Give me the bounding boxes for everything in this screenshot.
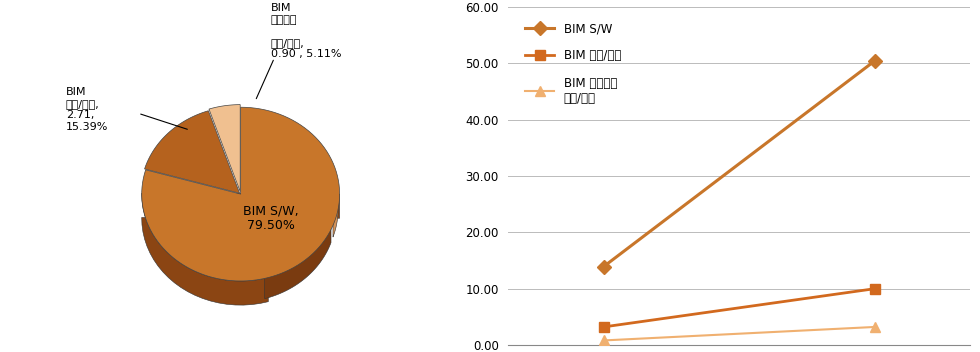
BIM S/W: [598, 265, 610, 269]
Polygon shape: [333, 186, 338, 237]
Polygon shape: [142, 193, 340, 305]
BIM 교육/지원: [598, 325, 610, 329]
Text: BIM
교육/지원,
2.71,
15.39%: BIM 교육/지원, 2.71, 15.39%: [66, 87, 108, 132]
Legend: BIM S/W, BIM 교육/지원, BIM 프로젝트
관리/협업: BIM S/W, BIM 교육/지원, BIM 프로젝트 관리/협업: [519, 16, 627, 111]
BIM 프로젝트
관리/협업: [869, 325, 881, 329]
Line: BIM 프로젝트
관리/협업: BIM 프로젝트 관리/협업: [599, 322, 880, 345]
Text: BIM
프로젝트

관리/협업,
0.90 , 5.11%: BIM 프로젝트 관리/협업, 0.90 , 5.11%: [270, 3, 341, 59]
Polygon shape: [209, 105, 240, 191]
Polygon shape: [265, 219, 331, 298]
Text: BIM S/W,
79.50%: BIM S/W, 79.50%: [243, 204, 299, 232]
Polygon shape: [142, 107, 340, 281]
BIM S/W: [869, 58, 881, 63]
Line: BIM 교육/지원: BIM 교육/지원: [599, 284, 880, 332]
Line: BIM S/W: BIM S/W: [599, 56, 880, 271]
BIM 프로젝트
관리/협업: [598, 338, 610, 342]
Polygon shape: [145, 111, 239, 193]
BIM 교육/지원: [869, 287, 881, 291]
